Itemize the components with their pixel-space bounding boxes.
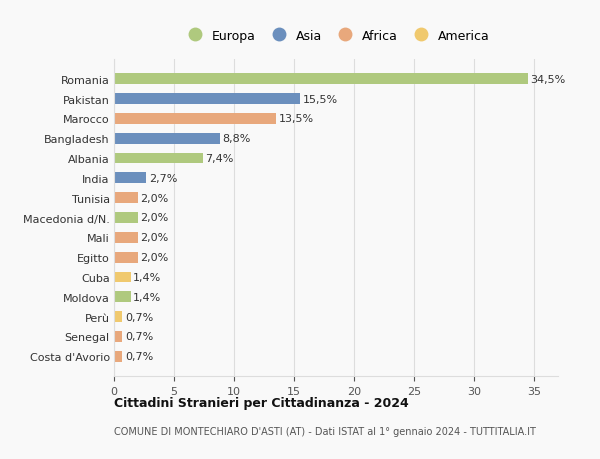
Bar [114, 272, 131, 283]
Text: 2,0%: 2,0% [140, 193, 169, 203]
Text: 2,0%: 2,0% [140, 252, 169, 263]
Text: 2,0%: 2,0% [140, 233, 169, 243]
Bar [114, 94, 300, 105]
Bar [114, 331, 122, 342]
Bar [114, 153, 203, 164]
Bar [114, 114, 276, 124]
Text: 1,4%: 1,4% [133, 272, 161, 282]
Bar [114, 134, 220, 144]
Text: 1,4%: 1,4% [133, 292, 161, 302]
Legend: Europa, Asia, Africa, America: Europa, Asia, Africa, America [177, 25, 495, 48]
Text: 8,8%: 8,8% [222, 134, 250, 144]
Bar [114, 312, 122, 322]
Text: COMUNE DI MONTECHIARO D'ASTI (AT) - Dati ISTAT al 1° gennaio 2024 - TUTTITALIA.I: COMUNE DI MONTECHIARO D'ASTI (AT) - Dati… [114, 426, 536, 436]
Text: 7,4%: 7,4% [205, 154, 233, 164]
Text: 2,0%: 2,0% [140, 213, 169, 223]
Text: Cittadini Stranieri per Cittadinanza - 2024: Cittadini Stranieri per Cittadinanza - 2… [114, 396, 409, 409]
Text: 34,5%: 34,5% [530, 74, 566, 84]
Bar [114, 232, 138, 243]
Text: 0,7%: 0,7% [125, 332, 153, 342]
Text: 0,7%: 0,7% [125, 312, 153, 322]
Text: 0,7%: 0,7% [125, 352, 153, 362]
Bar [114, 292, 131, 302]
Text: 13,5%: 13,5% [278, 114, 314, 124]
Bar [114, 252, 138, 263]
Bar [114, 74, 528, 85]
Bar [114, 351, 122, 362]
Bar [114, 213, 138, 224]
Text: 15,5%: 15,5% [302, 94, 338, 104]
Text: 2,7%: 2,7% [149, 174, 177, 184]
Bar [114, 193, 138, 204]
Bar [114, 173, 146, 184]
